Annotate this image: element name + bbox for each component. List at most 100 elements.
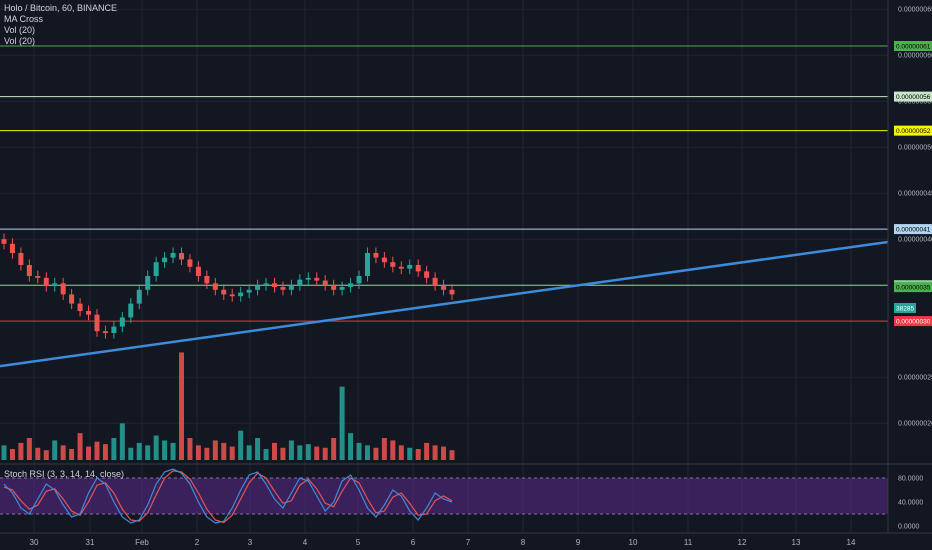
volume-bar bbox=[238, 430, 244, 460]
volume-bar bbox=[86, 446, 92, 460]
candle-body bbox=[238, 292, 244, 297]
chart-legend[interactable]: Holo / Bitcoin, 60, BINANCE MA Cross Vol… bbox=[4, 3, 117, 47]
candle-body bbox=[373, 253, 379, 258]
time-tick-label: 5 bbox=[356, 538, 361, 547]
candle-body bbox=[280, 287, 286, 290]
candle-body bbox=[424, 271, 430, 278]
volume-bar bbox=[136, 442, 142, 460]
candle-body bbox=[26, 264, 32, 276]
time-tick-label: 3 bbox=[248, 538, 253, 547]
time-tick-label: 30 bbox=[30, 538, 39, 547]
volume-badge-label: 38285 bbox=[896, 306, 914, 313]
indicator-vol-2[interactable]: Vol (20) bbox=[4, 36, 36, 46]
time-tick-label: Feb bbox=[135, 538, 149, 547]
volume-bar bbox=[373, 447, 379, 460]
level-badge-label: 0.00000052 bbox=[896, 128, 931, 135]
price-axis[interactable]: 0.00000065 0.00000060 0.00000055 0.00000050… bbox=[887, 0, 932, 533]
rsi-tick-label: 0.0000 bbox=[898, 524, 920, 531]
candle-body bbox=[153, 262, 159, 276]
level-badge-5 bbox=[894, 316, 932, 327]
volume-bar bbox=[432, 445, 438, 460]
candle-body bbox=[86, 310, 92, 315]
volume-bar bbox=[9, 449, 15, 460]
candle-body bbox=[35, 276, 41, 278]
last-price-label: 0.00000035 bbox=[896, 285, 931, 292]
time-tick-label: 10 bbox=[629, 538, 638, 547]
stoch-rsi-pane: 80.0000 40.0000 0.0000 bbox=[0, 463, 932, 531]
volume-bar bbox=[381, 438, 387, 460]
candle-body bbox=[204, 276, 210, 284]
volume-bar bbox=[111, 438, 117, 460]
candle-body bbox=[314, 277, 320, 281]
candle-body bbox=[246, 289, 252, 293]
candle-body bbox=[128, 303, 134, 318]
candle-body bbox=[170, 253, 176, 258]
candle-body bbox=[263, 283, 269, 286]
candle-body bbox=[179, 253, 185, 260]
level-badge-3 bbox=[894, 224, 932, 235]
level-badge-label: 0.00000030 bbox=[896, 319, 931, 326]
volume-bar bbox=[153, 435, 159, 460]
volume-bar bbox=[77, 433, 83, 460]
candle-body bbox=[102, 331, 108, 334]
volume-bar bbox=[94, 441, 100, 460]
price-tick-label: 0.00000060 bbox=[898, 53, 932, 60]
symbol-title[interactable]: Holo / Bitcoin, 60, BINANCE bbox=[4, 3, 118, 13]
volume-bar bbox=[288, 440, 294, 460]
level-badge-label: 0.00000056 bbox=[896, 94, 931, 101]
volume-bar bbox=[348, 433, 354, 460]
candle-body bbox=[339, 287, 345, 290]
volume-bar bbox=[221, 442, 227, 460]
volume-bar bbox=[322, 447, 328, 460]
indicator-vol-1[interactable]: Vol (20) bbox=[4, 25, 36, 35]
candle-body bbox=[1, 239, 7, 244]
trendline bbox=[0, 240, 889, 368]
candle-body bbox=[136, 289, 142, 304]
volume-bar bbox=[263, 449, 269, 460]
volume-badge bbox=[894, 303, 916, 313]
candle-body bbox=[398, 266, 404, 269]
candle-body bbox=[331, 285, 337, 290]
time-axis[interactable]: 30 31 Feb 2 3 4 5 6 7 8 9 10 11 12 13 14 bbox=[0, 532, 932, 547]
level-badge-label: 0.00000041 bbox=[896, 227, 931, 234]
level-badge-0 bbox=[894, 41, 932, 51]
volume-bar bbox=[145, 445, 151, 460]
candle-body bbox=[43, 277, 49, 287]
volume-bar bbox=[170, 442, 176, 460]
price-tick-label: 0.00000050 bbox=[898, 145, 932, 152]
time-tick-label: 14 bbox=[847, 538, 856, 547]
volume-bar bbox=[424, 442, 430, 460]
trendline-layer[interactable] bbox=[0, 240, 889, 368]
indicator-ma-cross[interactable]: MA Cross bbox=[4, 14, 44, 24]
volume-bar bbox=[35, 447, 41, 460]
candle-body bbox=[255, 285, 261, 290]
volume-bar bbox=[26, 438, 32, 460]
volume-bar bbox=[415, 449, 421, 460]
rsi-tick-label: 40.0000 bbox=[898, 500, 923, 507]
time-tick-label: 7 bbox=[466, 538, 471, 547]
candle-body bbox=[60, 283, 66, 295]
candle-body bbox=[162, 257, 168, 263]
candle-body bbox=[356, 276, 362, 284]
volume-bar bbox=[356, 442, 362, 460]
volume-bar bbox=[179, 352, 185, 460]
candle-body bbox=[145, 276, 151, 290]
candle-body bbox=[390, 262, 396, 267]
volume-bar bbox=[162, 440, 168, 460]
candle-body bbox=[364, 253, 370, 276]
stoch-rsi-k-line bbox=[3, 468, 453, 524]
volume-bar bbox=[441, 446, 447, 460]
candle-body bbox=[441, 285, 447, 290]
stoch-rsi-title[interactable]: Stoch RSI (3, 3, 14, 14, close) bbox=[4, 469, 125, 479]
volume-bar bbox=[364, 445, 370, 460]
candle-body bbox=[271, 283, 277, 288]
time-tick-label: 11 bbox=[684, 538, 693, 547]
volume-bar bbox=[18, 442, 24, 460]
candle-body bbox=[221, 289, 227, 295]
volume-bar bbox=[407, 447, 413, 460]
candle-body bbox=[322, 280, 328, 286]
volume-bar bbox=[297, 445, 303, 460]
volume-bar bbox=[271, 442, 277, 460]
